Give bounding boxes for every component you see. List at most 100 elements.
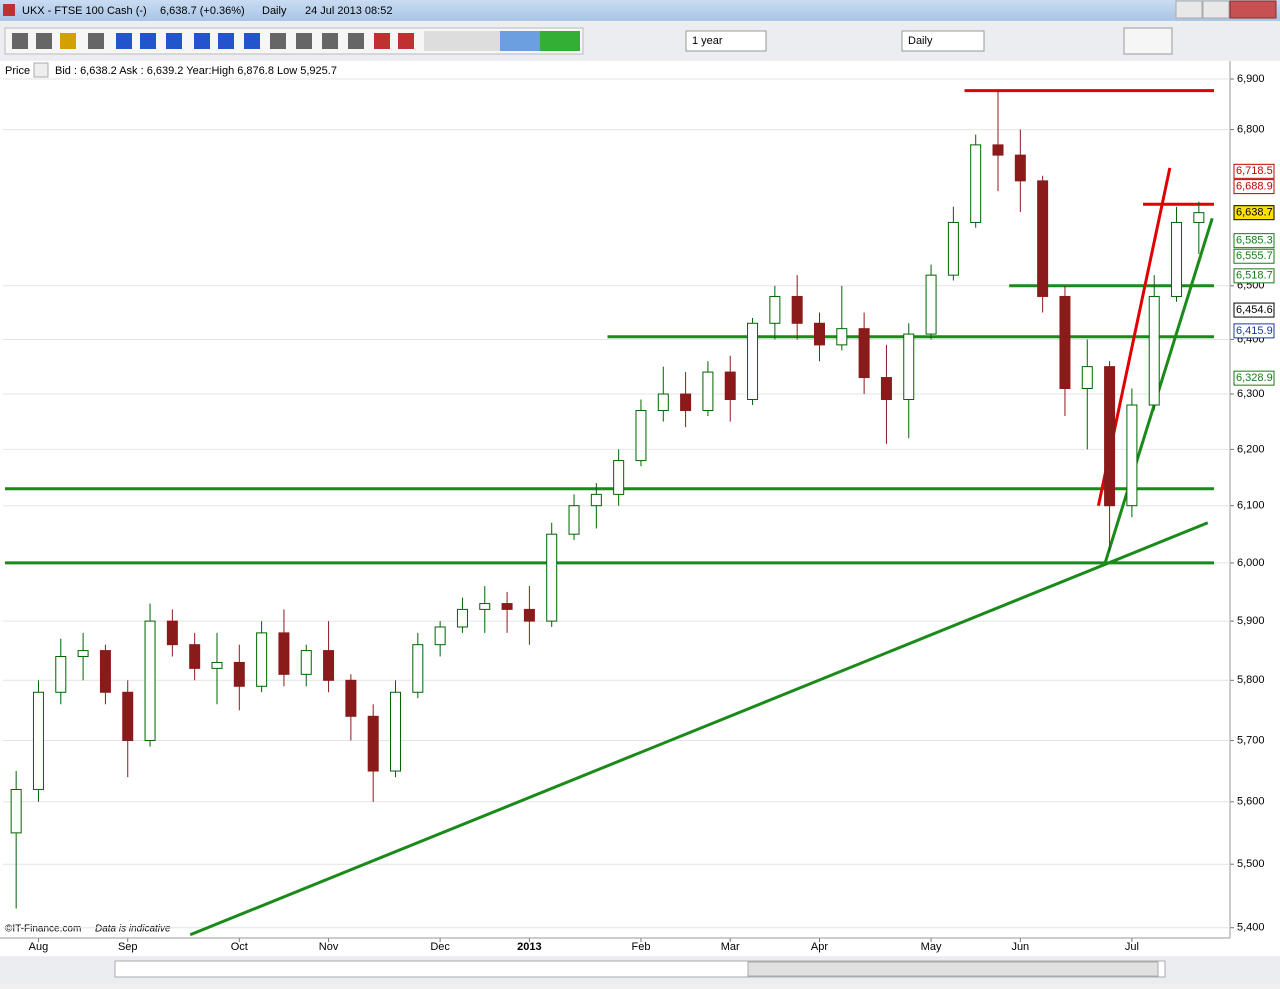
title-bar bbox=[0, 0, 1280, 21]
period-select[interactable] bbox=[685, 30, 767, 52]
y-tick-label: 5,700 bbox=[1237, 734, 1265, 746]
candle-body bbox=[1171, 221, 1183, 297]
tool[interactable] bbox=[88, 33, 104, 49]
candle-body bbox=[568, 505, 580, 535]
copyright: ©IT-Finance.com bbox=[5, 924, 81, 935]
x-tick-label: Apr bbox=[811, 941, 828, 953]
candle-body bbox=[880, 377, 892, 400]
price-tag-label: 6,718.5 bbox=[1236, 165, 1273, 177]
tool[interactable] bbox=[296, 33, 312, 49]
settings-button[interactable] bbox=[33, 62, 49, 78]
tool[interactable] bbox=[374, 33, 390, 49]
indicator-button[interactable] bbox=[1123, 27, 1173, 55]
price-tag bbox=[1233, 179, 1275, 195]
candle-body bbox=[345, 679, 357, 717]
tool[interactable] bbox=[322, 33, 338, 49]
candle-body bbox=[32, 691, 44, 790]
candle-body bbox=[1081, 366, 1093, 390]
y-tick-label: 5,400 bbox=[1237, 922, 1265, 934]
price-tag-label: 6,518.7 bbox=[1236, 270, 1273, 282]
y-tick-label: 6,900 bbox=[1237, 73, 1265, 85]
interval-value: Daily bbox=[908, 35, 933, 47]
minimize[interactable] bbox=[1175, 0, 1203, 19]
candle-body bbox=[1126, 404, 1138, 507]
tool[interactable] bbox=[244, 33, 260, 49]
close[interactable] bbox=[1229, 0, 1277, 19]
tool[interactable] bbox=[218, 33, 234, 49]
tool[interactable] bbox=[348, 33, 364, 49]
maximize[interactable] bbox=[1202, 0, 1230, 19]
tool[interactable] bbox=[140, 33, 156, 49]
candle-body bbox=[211, 661, 223, 669]
price-tag bbox=[1233, 233, 1275, 249]
candle-body bbox=[434, 626, 446, 646]
candle-body bbox=[256, 632, 268, 687]
candle-body bbox=[412, 644, 424, 693]
candle-body bbox=[970, 144, 982, 223]
price-tag bbox=[1233, 248, 1275, 264]
chart-panel bbox=[0, 61, 1280, 956]
candle-body bbox=[189, 644, 201, 669]
interval-select[interactable] bbox=[901, 30, 985, 52]
candle-body bbox=[55, 656, 67, 693]
y-tick-label: 6,800 bbox=[1237, 123, 1265, 135]
tool[interactable] bbox=[116, 33, 132, 49]
candle-body bbox=[769, 295, 781, 324]
y-tick-label: 5,600 bbox=[1237, 796, 1265, 808]
tool[interactable] bbox=[398, 33, 414, 49]
price-tag bbox=[1233, 323, 1275, 339]
price-tag bbox=[1233, 370, 1275, 386]
price-tag-label: 6,415.9 bbox=[1236, 325, 1273, 337]
candle-body bbox=[613, 460, 625, 495]
candle-body bbox=[724, 371, 736, 400]
tool[interactable] bbox=[166, 33, 182, 49]
y-tick-label: 6,300 bbox=[1237, 388, 1265, 400]
palette-green[interactable] bbox=[540, 31, 580, 51]
candle-body bbox=[1014, 154, 1026, 182]
price-tag bbox=[1233, 163, 1275, 179]
x-tick-label: Sep bbox=[118, 941, 138, 953]
candle-body bbox=[836, 328, 848, 346]
candle-body bbox=[947, 221, 959, 276]
y-tick-label: 5,900 bbox=[1237, 615, 1265, 627]
price-tag-label: 6,454.6 bbox=[1236, 304, 1273, 316]
candle-body bbox=[791, 295, 803, 324]
price-tag bbox=[1233, 268, 1275, 284]
tool[interactable] bbox=[194, 33, 210, 49]
y-tick-label: 6,200 bbox=[1237, 443, 1265, 455]
x-tick-label: Dec bbox=[430, 941, 450, 953]
candle-body bbox=[590, 493, 602, 507]
candle-body bbox=[1148, 295, 1160, 406]
candle-body bbox=[992, 144, 1004, 156]
candle-body bbox=[747, 322, 759, 400]
candle-body bbox=[657, 393, 669, 412]
candle-body bbox=[702, 371, 714, 412]
price-tag-label: 6,585.3 bbox=[1236, 235, 1273, 247]
app-icon bbox=[3, 4, 15, 16]
candle-body bbox=[300, 650, 312, 675]
y-tick-label: 6,100 bbox=[1237, 500, 1265, 512]
tool[interactable] bbox=[36, 33, 52, 49]
x-tick-label: Nov bbox=[319, 941, 339, 953]
candle-body bbox=[925, 274, 937, 335]
candle-body bbox=[546, 533, 558, 622]
candle-body bbox=[680, 393, 692, 412]
quote: 6,638.7 (+0.36%) bbox=[160, 5, 245, 17]
x-tick-label: Oct bbox=[231, 941, 248, 953]
tool[interactable] bbox=[60, 33, 76, 49]
candle-body bbox=[122, 691, 134, 742]
tool[interactable] bbox=[270, 33, 286, 49]
price-tag-label: 6,555.7 bbox=[1236, 250, 1273, 262]
price-tag bbox=[1233, 302, 1275, 318]
tool[interactable] bbox=[12, 33, 28, 49]
candle-body bbox=[858, 328, 870, 379]
window-title: UKX - FTSE 100 Cash (-) bbox=[22, 5, 147, 17]
candle-body bbox=[523, 608, 535, 622]
trend-line bbox=[189, 521, 1209, 937]
x-tick-label: Aug bbox=[29, 941, 49, 953]
palette-blue[interactable] bbox=[500, 31, 540, 51]
scroll-thumb[interactable] bbox=[747, 961, 1159, 977]
candle-body bbox=[903, 333, 915, 400]
price-tag-label: 6,328.9 bbox=[1236, 372, 1273, 384]
